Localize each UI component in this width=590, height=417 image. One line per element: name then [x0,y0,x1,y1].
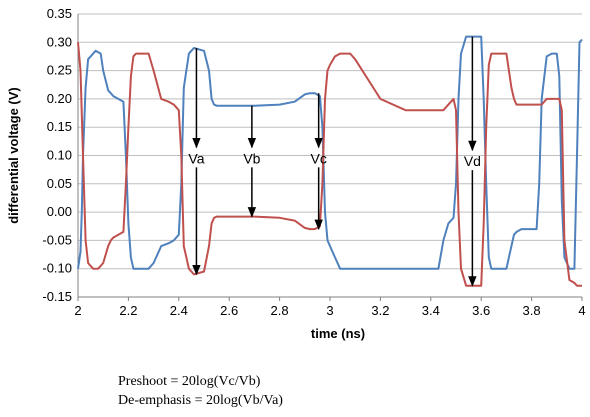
annotation-label: Vc [310,150,326,166]
x-tick-label: 2.4 [170,303,188,318]
x-tick-label: 3.6 [472,303,490,318]
x-tick-label: 2.8 [271,303,289,318]
annotation-label: Va [188,150,204,166]
x-tick-label: 3.2 [371,303,389,318]
y-tick-label: 0.10 [47,148,72,163]
y-tick-label: 0.20 [47,91,72,106]
y-axis-title: differential voltage (V) [6,87,21,224]
annotation-layer: Va Vb Vc Vd [188,36,481,287]
y-tick-label: 0.25 [47,63,72,78]
series-layer [77,35,583,287]
y-tick-label: -0.10 [42,261,72,276]
deemphasis-formula: De-emphasis = 20log(Vb/Va) [118,393,283,408]
x-tick-label: 3.8 [523,303,541,318]
series-line-blue [77,35,583,270]
x-tick-label: 2 [74,303,81,318]
x-tick-label: 2.6 [220,303,238,318]
x-axis-title: time (ns) [311,326,365,341]
x-tick-label: 4 [578,303,585,318]
x-tick-label: 2.2 [119,303,137,318]
y-tick-label: 0.00 [47,204,72,219]
y-tick-label: -0.05 [42,232,72,247]
x-tick-label: 3 [326,303,333,318]
y-tick-label: 0.05 [47,176,72,191]
y-tick-label: 0.15 [47,119,72,134]
x-tick-label: 3.4 [422,303,440,318]
annotation-label: Vb [243,150,260,166]
gridlines [78,13,582,298]
y-tick-label: 0.35 [47,6,72,21]
y-tick-label: 0.30 [47,34,72,49]
preshoot-formula: Preshoot = 20log(Vc/Vb) [118,374,261,389]
series-line-red [77,42,582,287]
axes: -0.15 -0.10 -0.05 0.00 0.05 0.10 0.15 0.20 0.25 0… [42,6,585,318]
annotation-label: Vd [464,153,481,169]
y-tick-label: -0.15 [42,289,72,304]
waveform-chart: -0.15 -0.10 -0.05 0.00 0.05 0.10 0.15 0.20 0.25 0… [6,6,586,341]
